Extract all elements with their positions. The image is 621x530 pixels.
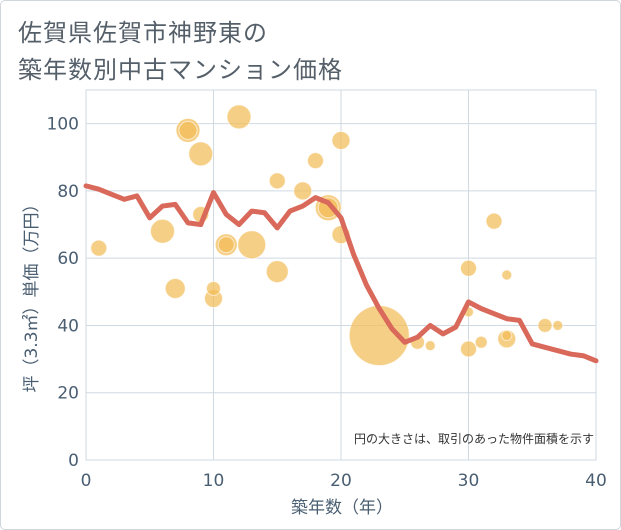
y-tick-label: 0 (68, 451, 79, 471)
x-tick-label: 30 (458, 471, 480, 491)
bubble-point (331, 130, 351, 150)
bubble-point (307, 152, 324, 170)
bubble-point (188, 141, 214, 167)
bubble-series (90, 104, 564, 367)
y-tick-label: 60 (57, 249, 79, 269)
chart-title: 佐賀県佐賀市神野東の 築年数別中古マンション価格 (18, 15, 343, 89)
x-tick-label: 40 (585, 471, 607, 491)
y-tick-label: 100 (47, 115, 79, 135)
bubble-point (90, 239, 108, 257)
tick-labels: 0 10 20 30 40 0 20 40 60 80 100 (47, 115, 607, 491)
bubble-point (265, 260, 289, 284)
y-tick-label: 20 (57, 384, 79, 404)
bubble-point (474, 335, 488, 349)
trend-line (83, 183, 599, 364)
bubble-point (460, 340, 477, 358)
bubble-point (501, 269, 513, 281)
chart-annotation: 円の大きさは、取引のあった物件面積を示す (354, 431, 594, 446)
x-axis-label: 築年数（年） (291, 498, 393, 518)
x-tick-label: 20 (330, 471, 352, 491)
bubble-point (268, 172, 286, 190)
bubble-point (164, 277, 186, 299)
x-tick-label: 10 (203, 471, 225, 491)
y-axis-label: 坪（3.3㎡）単価（万円） (22, 195, 42, 392)
bubble-point (150, 218, 175, 244)
bubble-point (552, 319, 564, 331)
bubble-point (293, 181, 313, 201)
bubble-point (424, 340, 436, 352)
grid-lines (85, 89, 597, 461)
bubble-point (537, 317, 553, 333)
bubble-point (217, 236, 235, 254)
title-line-2: 築年数別中古マンション価格 (18, 56, 343, 84)
bubble-point (237, 230, 267, 260)
x-tick-label: 0 (81, 471, 92, 491)
y-tick-label: 80 (57, 182, 79, 202)
bubble-point (178, 120, 198, 140)
bubble-point (206, 280, 221, 296)
y-tick-label: 40 (57, 316, 79, 336)
bubble-point (501, 330, 513, 342)
bubble-point (226, 104, 252, 130)
bubble-point (460, 259, 477, 277)
title-line-1: 佐賀県佐賀市神野東の (18, 19, 268, 47)
bubble-point (485, 212, 503, 230)
trend-line-group (83, 183, 599, 364)
